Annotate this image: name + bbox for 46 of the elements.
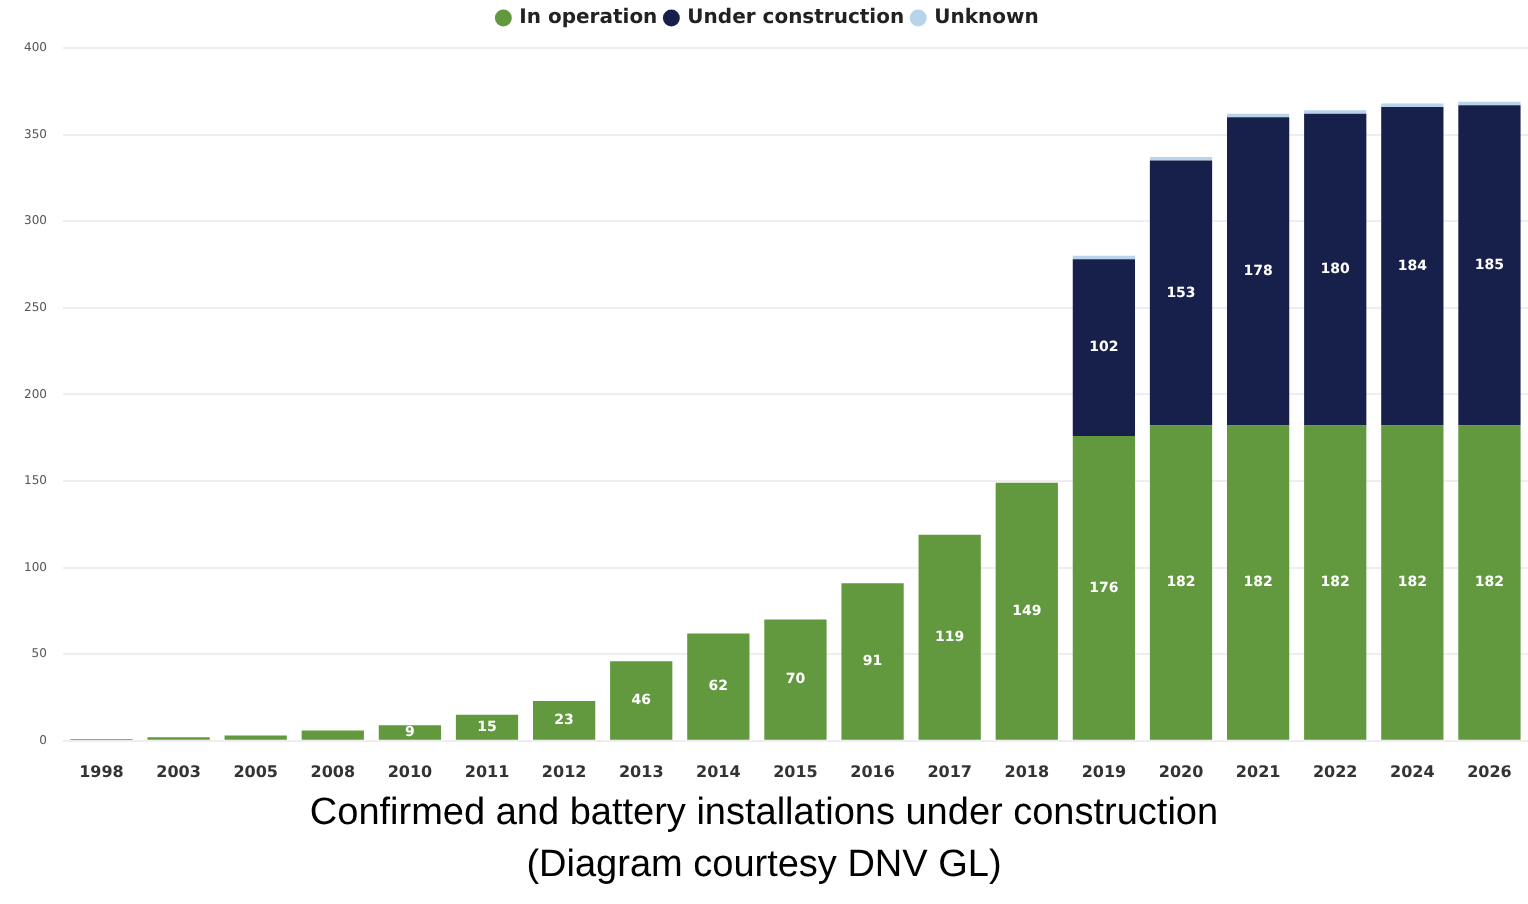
- x-tick-label: 2013: [618, 762, 664, 781]
- legend-label: In operation: [519, 7, 658, 30]
- x-tick-label: 2022: [1312, 762, 1358, 781]
- x-tick-label: 2010: [387, 762, 434, 781]
- bar: [455, 714, 519, 740]
- bar: [841, 583, 904, 740]
- bar: [378, 725, 442, 740]
- bar: [1381, 425, 1444, 740]
- x-tick-label: 1998: [79, 762, 125, 781]
- bar: [1072, 259, 1136, 436]
- x-tick-label: 2018: [1004, 762, 1050, 781]
- bar: [610, 661, 673, 740]
- x-tick-label: 2008: [310, 762, 356, 781]
- x-tick-label: 2014: [696, 762, 742, 781]
- bar: [1072, 435, 1136, 740]
- bar: [1226, 425, 1290, 740]
- bar: [1458, 105, 1521, 426]
- bar: [918, 534, 981, 740]
- bar: [687, 633, 750, 740]
- bar: [1226, 117, 1290, 426]
- text: (Diagram courtesy DNV GL): [524, 842, 1004, 890]
- bar: [532, 700, 596, 740]
- bar: [1381, 106, 1444, 426]
- text: Confirmed and battery installations under construction: [307, 790, 1221, 838]
- bar: [995, 482, 1058, 740]
- bar: [1458, 425, 1521, 740]
- bar: [301, 730, 364, 740]
- x-tick-label: 2012: [541, 762, 587, 781]
- x-tick-label: 2016: [850, 762, 896, 781]
- x-tick-label: 2011: [464, 762, 511, 781]
- x-tick-label: 2026: [1467, 762, 1513, 781]
- bar: [764, 619, 827, 740]
- x-tick-label: 2021: [1235, 762, 1282, 781]
- legend-label: Under construction: [687, 7, 905, 30]
- x-tick-label: 2015: [773, 762, 819, 781]
- x-tick-label: 2020: [1158, 762, 1205, 781]
- bar: [1149, 425, 1213, 740]
- bar: [1304, 425, 1367, 740]
- bar: [1149, 160, 1213, 426]
- x-tick-label: 2005: [233, 762, 279, 781]
- x-tick-label: 2024: [1390, 762, 1436, 781]
- bar: [1304, 113, 1367, 426]
- x-tick-label: 2017: [927, 762, 972, 781]
- x-tick-label: 2003: [156, 762, 201, 781]
- legend-label: Unknown: [934, 7, 1039, 30]
- x-tick-label: 2019: [1081, 762, 1128, 781]
